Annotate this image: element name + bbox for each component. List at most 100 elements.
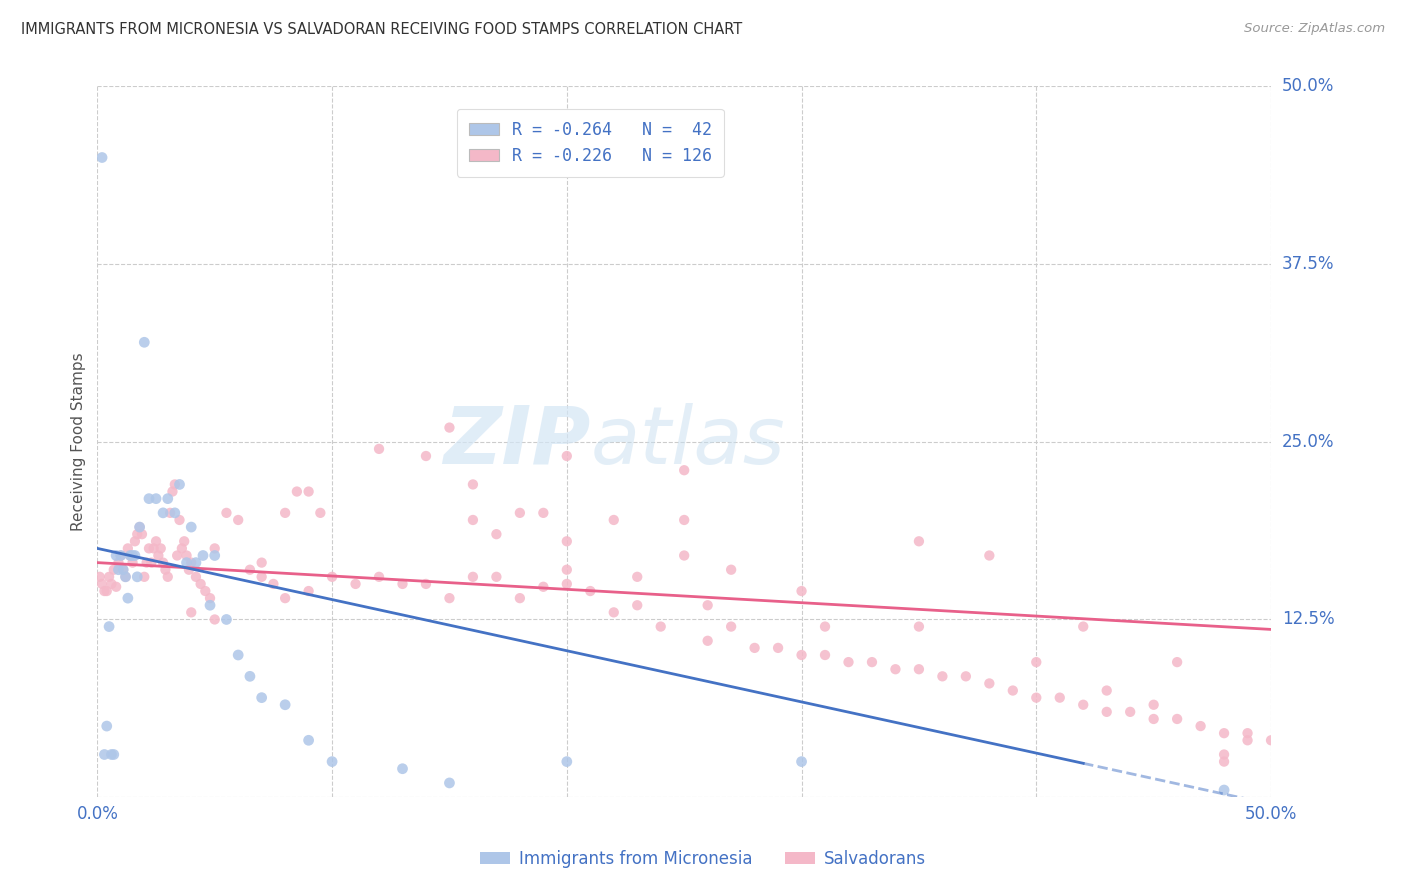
Point: [166, 549, 188, 563]
Point: [98, 570, 121, 584]
Point: [138, 541, 160, 556]
Point: [184, 570, 207, 584]
Point: [173, 534, 195, 549]
Point: [239, 669, 262, 683]
Point: [696, 599, 718, 613]
Point: [1001, 683, 1024, 698]
Point: [180, 520, 202, 534]
Text: atlas: atlas: [591, 403, 785, 481]
Point: [239, 563, 262, 577]
Point: [744, 640, 766, 655]
Point: [1071, 619, 1094, 633]
Point: [105, 549, 128, 563]
Point: [931, 669, 953, 683]
Point: [145, 534, 167, 549]
Point: [131, 527, 153, 541]
Point: [120, 549, 142, 563]
Point: [112, 563, 135, 577]
Point: [439, 420, 461, 434]
Point: [297, 584, 319, 599]
Y-axis label: Receiving Food Stamps: Receiving Food Stamps: [72, 352, 86, 531]
Point: [1166, 655, 1188, 669]
Point: [720, 563, 742, 577]
Point: [110, 549, 132, 563]
Point: [555, 534, 578, 549]
Point: [274, 698, 297, 712]
Point: [1260, 733, 1282, 747]
Point: [531, 506, 554, 520]
Point: [509, 591, 531, 606]
Point: [114, 570, 136, 584]
Point: [194, 584, 217, 599]
Point: [955, 669, 977, 683]
Point: [134, 335, 156, 350]
Point: [163, 506, 186, 520]
Point: [673, 549, 696, 563]
Point: [814, 648, 837, 662]
Point: [177, 563, 200, 577]
Point: [127, 570, 149, 584]
Point: [141, 556, 163, 570]
Point: [138, 491, 160, 506]
Point: [93, 584, 115, 599]
Point: [461, 477, 484, 491]
Point: [979, 676, 1001, 690]
Point: [368, 442, 391, 456]
Point: [485, 570, 508, 584]
Point: [509, 506, 531, 520]
Point: [98, 619, 121, 633]
Point: [128, 520, 150, 534]
Point: [1189, 719, 1212, 733]
Point: [100, 577, 122, 591]
Point: [91, 577, 114, 591]
Point: [152, 506, 174, 520]
Point: [128, 520, 150, 534]
Point: [461, 513, 484, 527]
Point: [124, 549, 146, 563]
Point: [215, 506, 238, 520]
Point: [650, 619, 672, 633]
Point: [626, 570, 648, 584]
Point: [156, 570, 179, 584]
Point: [309, 506, 332, 520]
Point: [100, 747, 122, 762]
Point: [415, 577, 437, 591]
Point: [117, 591, 139, 606]
Text: 12.5%: 12.5%: [1282, 610, 1334, 629]
Point: [720, 619, 742, 633]
Point: [262, 577, 284, 591]
Point: [250, 556, 273, 570]
Point: [626, 599, 648, 613]
Text: 50.0%: 50.0%: [1282, 78, 1334, 95]
Point: [555, 563, 578, 577]
Point: [184, 556, 207, 570]
Point: [485, 527, 508, 541]
Point: [204, 549, 226, 563]
Point: [226, 513, 249, 527]
Point: [1213, 783, 1236, 797]
Point: [198, 591, 221, 606]
Point: [1143, 712, 1166, 726]
Point: [837, 655, 859, 669]
Point: [1049, 690, 1071, 705]
Point: [1143, 698, 1166, 712]
Text: ZIP: ZIP: [443, 403, 591, 481]
Point: [162, 484, 184, 499]
Point: [1095, 705, 1118, 719]
Point: [1236, 726, 1258, 740]
Point: [603, 513, 626, 527]
Point: [91, 151, 114, 165]
Point: [117, 541, 139, 556]
Point: [555, 577, 578, 591]
Point: [134, 570, 156, 584]
Point: [198, 599, 221, 613]
Point: [1213, 755, 1236, 769]
Point: [461, 570, 484, 584]
Point: [191, 549, 214, 563]
Point: [321, 755, 343, 769]
Point: [226, 648, 249, 662]
Point: [391, 762, 413, 776]
Point: [344, 577, 367, 591]
Point: [766, 640, 789, 655]
Point: [127, 527, 149, 541]
